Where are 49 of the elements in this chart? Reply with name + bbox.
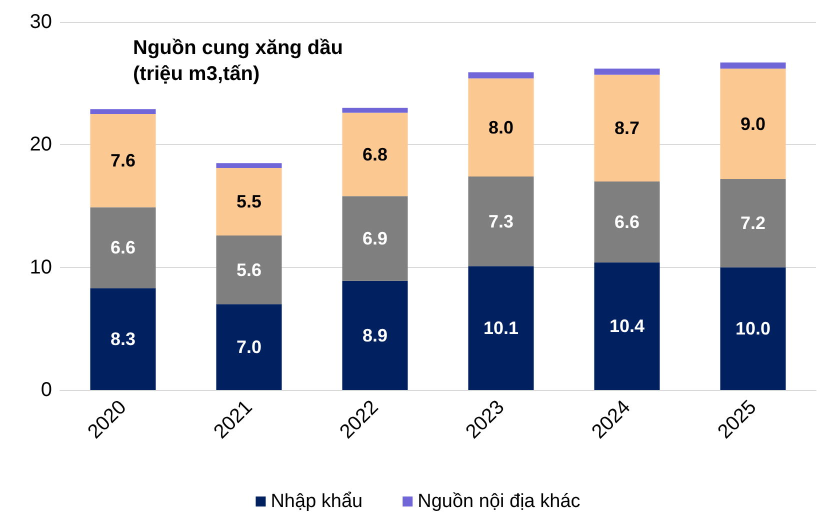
- data-label: 5.5: [236, 192, 262, 212]
- text: Nguồn cung xăng dầu (triệu m3,tấn): [133, 37, 343, 85]
- bar: [90, 114, 156, 208]
- bar: [720, 68, 786, 180]
- bar: [594, 68, 660, 75]
- data-label: 8.7: [614, 118, 640, 138]
- bar: [468, 266, 534, 390]
- data-label: 10.4: [609, 316, 645, 336]
- data-label: 6.6: [614, 212, 640, 232]
- data-label: 6.6: [110, 238, 136, 258]
- legend-label: Nhập khẩu: [270, 491, 363, 512]
- bar: [342, 108, 408, 113]
- data-label: 7.2: [740, 213, 766, 234]
- y-tick-label: 20: [30, 134, 52, 156]
- bar: [216, 163, 282, 168]
- bar: [90, 207, 156, 288]
- bar: [216, 168, 282, 236]
- bar: [468, 176, 534, 266]
- bar: [90, 288, 156, 390]
- data-label: 7.6: [110, 150, 136, 171]
- bar: [468, 72, 534, 78]
- data-label: 8.0: [488, 117, 514, 138]
- bar: [468, 78, 534, 177]
- bar: [720, 62, 786, 69]
- data-label: 8.3: [110, 329, 136, 350]
- data-label: 7.0: [236, 337, 262, 358]
- bar: [90, 109, 156, 114]
- data-label: 7.3: [488, 211, 514, 232]
- y-tick-label: 10: [30, 256, 52, 278]
- bar: [216, 235, 282, 304]
- bar: [720, 267, 786, 390]
- bar: [594, 181, 660, 262]
- bar: [342, 196, 408, 281]
- bar: [342, 280, 408, 390]
- legend-label: Nguồn nội địa khác: [418, 491, 580, 512]
- data-label: 10.1: [483, 318, 519, 338]
- bar: [342, 112, 408, 196]
- data-label: 6.8: [362, 144, 388, 164]
- y-tick-label: 0: [40, 379, 52, 401]
- data-label: 8.9: [362, 325, 388, 346]
- data-label: 9.0: [740, 114, 766, 134]
- bar: [216, 304, 282, 390]
- bar: [594, 74, 660, 182]
- data-label: 5.6: [236, 260, 262, 280]
- data-label: 10.0: [735, 318, 771, 339]
- y-tick-label: 30: [30, 11, 52, 33]
- bar: [720, 179, 786, 268]
- data-label: 6.9: [362, 228, 388, 249]
- bar: [594, 262, 660, 390]
